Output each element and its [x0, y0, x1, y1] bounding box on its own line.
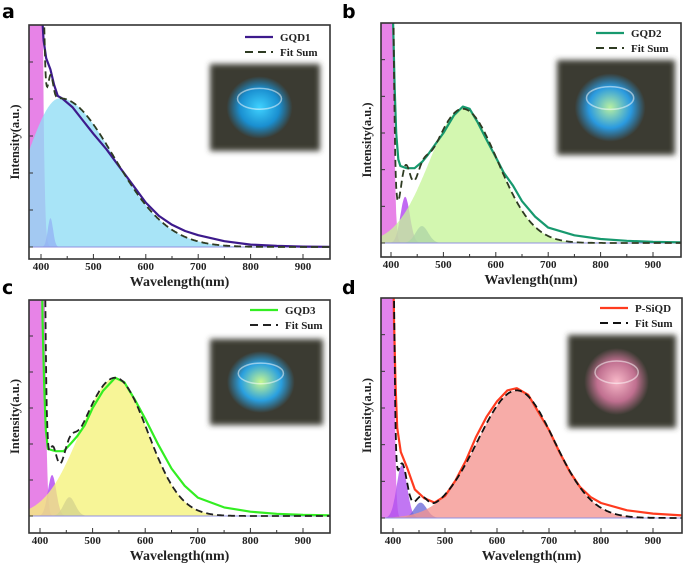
plot-area	[29, 25, 330, 248]
inset-led-rim	[236, 87, 283, 110]
inset-photo	[210, 64, 320, 151]
plot-area	[381, 23, 681, 244]
axes-frame	[28, 24, 331, 260]
inset-photo	[210, 339, 323, 425]
fit-component-4	[381, 390, 682, 518]
x-tick-label: 700	[540, 259, 557, 271]
x-tick-label: 400	[385, 535, 402, 547]
axes-frame	[28, 299, 331, 534]
inset-photo	[557, 60, 675, 155]
legend-label-1: GQD2	[631, 28, 662, 40]
inset-led-glow	[584, 348, 649, 415]
panel-letter: c	[2, 277, 13, 299]
y-axis-label: Intensity(a.u.)	[8, 379, 22, 454]
fit-component-4	[29, 377, 330, 516]
x-tick-label: 400	[33, 261, 50, 273]
legend-label-2: Fit Sum	[280, 47, 318, 59]
legend-label-2: Fit Sum	[635, 318, 673, 330]
y-axis-label: Intensity(a.u.)	[360, 378, 374, 453]
x-tick-label: 500	[85, 261, 102, 273]
x-axis-label: Wavlength(nm)	[484, 273, 578, 288]
x-tick-label: 600	[489, 535, 506, 547]
legend-label-2: Fit Sum	[631, 43, 669, 55]
x-tick-label: 800	[592, 259, 609, 271]
x-tick-label: 700	[541, 535, 558, 547]
fit-sum-line	[44, 300, 330, 517]
measured-spectrum-line	[392, 298, 682, 517]
fit-component-4	[381, 108, 681, 243]
fit-component-2	[381, 465, 682, 518]
x-tick-label: 500	[435, 259, 452, 271]
fit-sum-line	[393, 298, 682, 519]
panel-c: 400 500 600 700 800 900 Wavelength(nm) Intensit…	[2, 277, 331, 564]
x-axis-label: Wavelength(nm)	[130, 549, 230, 564]
x-tick-label: 500	[437, 535, 454, 547]
legend: P-SiQD Fit Sum	[600, 303, 673, 330]
x-tick-label: 900	[295, 535, 312, 547]
x-tick-label: 900	[645, 259, 662, 271]
y-axis-label: Intensity(a.u.)	[360, 102, 374, 177]
x-tick-label: 400	[383, 259, 400, 271]
x-tick-label: 800	[242, 261, 259, 273]
axes-frame	[380, 297, 683, 534]
y-axis-label: Intensity(a.u.)	[8, 104, 22, 179]
panel-d: 400 500 600 700 800 900 Wavelength(nm) Intensit…	[342, 277, 683, 564]
panel-letter: d	[342, 277, 356, 299]
measured-spectrum-line	[41, 25, 330, 248]
x-tick-label: 600	[138, 261, 155, 273]
inset-led-rim	[585, 85, 635, 111]
x-tick-label: 600	[488, 259, 505, 271]
x-tick-label: 800	[242, 535, 259, 547]
panel-letter: a	[2, 1, 15, 23]
fit-sum-line	[43, 25, 330, 248]
x-tick-label: 400	[32, 535, 49, 547]
inset-led-glow	[226, 351, 295, 413]
legend: GQD1 Fit Sum	[245, 32, 318, 59]
panel-letter: b	[342, 1, 356, 23]
fit-component-3	[29, 98, 330, 247]
x-tick-label: 500	[84, 535, 101, 547]
legend-label-1: P-SiQD	[635, 303, 671, 315]
panel-a: 400 500 600 700 800 900 Wavelength(nm) Intensit…	[2, 1, 331, 290]
inset-photo	[568, 335, 676, 428]
plot-area	[29, 300, 330, 517]
x-axis-label: Wavelength(nm)	[130, 275, 230, 290]
inset-led-rim	[594, 360, 639, 385]
legend-label-1: GQD3	[285, 305, 316, 317]
fit-sum-line	[392, 23, 681, 244]
x-tick-label: 900	[295, 261, 312, 273]
plot-area	[381, 298, 682, 519]
x-tick-label: 700	[190, 261, 207, 273]
x-axis-label: Wavelength(nm)	[482, 549, 582, 564]
panel-b: 400 500 600 700 800 900 Wavlength(nm) Intensity…	[342, 1, 682, 288]
inset-led-glow	[226, 76, 293, 139]
legend: GQD2 Fit Sum	[596, 28, 669, 55]
legend-label-1: GQD1	[280, 32, 311, 44]
x-tick-label: 800	[593, 535, 610, 547]
inset-led-glow	[574, 73, 646, 142]
x-tick-label: 900	[645, 535, 662, 547]
x-tick-label: 600	[137, 535, 154, 547]
legend-label-2: Fit Sum	[285, 320, 323, 332]
measured-spectrum-line	[391, 23, 681, 244]
inset-led-rim	[237, 362, 285, 385]
axes-frame	[380, 22, 682, 258]
legend: GQD3 Fit Sum	[250, 305, 323, 332]
x-tick-label: 700	[190, 535, 207, 547]
